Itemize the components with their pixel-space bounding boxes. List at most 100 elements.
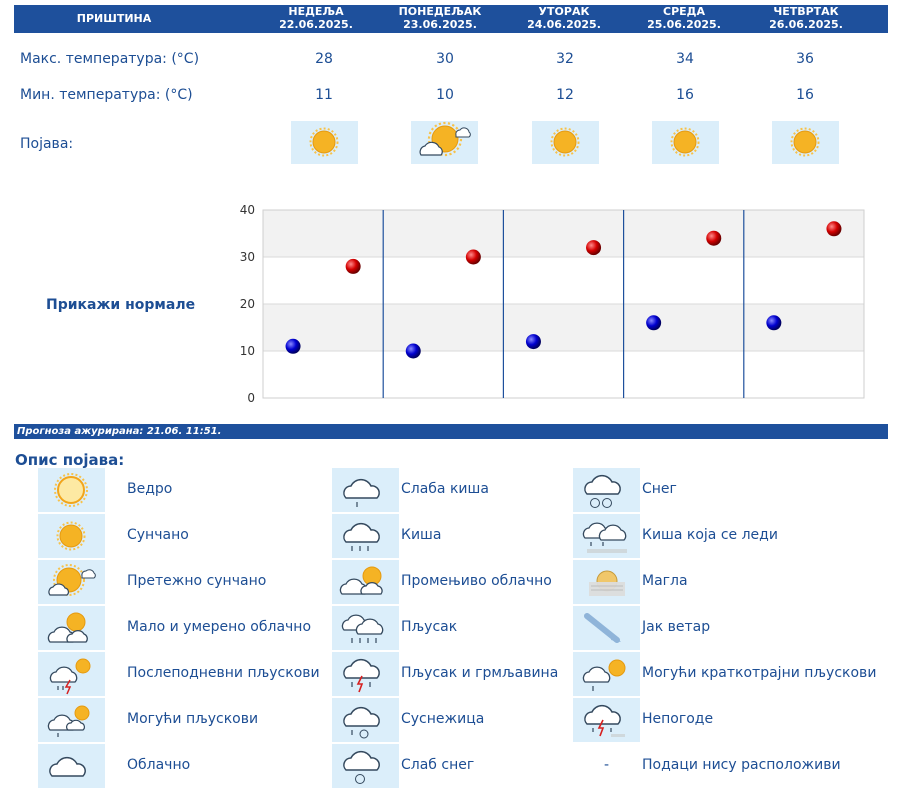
legend-label: Слаба киша — [401, 481, 489, 497]
sleet-icon — [332, 698, 399, 742]
phenomenon-label: Појава: — [20, 136, 74, 152]
max-temp-point — [465, 249, 481, 265]
mostly-sunny-icon — [38, 560, 105, 604]
sun-icon — [772, 121, 839, 164]
day-date: 24.06.2025. — [527, 18, 601, 31]
max-temp-point — [706, 230, 722, 246]
chart-band — [263, 351, 864, 398]
day-name: ПОНЕДЕЉАК — [398, 5, 482, 18]
y-tick-label: 40 — [240, 203, 255, 217]
day-header-5: ЧЕТВРТАК 26.06.2025. — [752, 5, 860, 31]
legend-title: Опис појава: — [15, 451, 125, 469]
temperature-chart: 0 10 20 30 40 — [240, 203, 865, 405]
partly-cloudy-icon — [38, 606, 105, 650]
min-temp-value: 16 — [796, 87, 814, 103]
day-name: СРЕДА — [663, 5, 705, 18]
y-tick-label: 30 — [240, 250, 255, 264]
legend-label: Магла — [642, 573, 688, 589]
legend-label: Снег — [642, 481, 677, 497]
legend-label: Подаци нису расположиви — [642, 757, 841, 773]
max-temp-value: 28 — [315, 51, 333, 67]
min-temp-point — [766, 315, 782, 331]
sunny-icon — [38, 514, 105, 558]
max-temp-value: 34 — [676, 51, 694, 67]
day-date: 23.06.2025. — [403, 18, 477, 31]
legend-label: Киша која се леди — [642, 527, 778, 543]
day-header-2: ПОНЕДЕЉАК 23.06.2025. — [386, 5, 494, 31]
legend-label: Пљусак — [401, 619, 458, 635]
min-temp-point — [646, 315, 662, 331]
light-rain-icon — [332, 468, 399, 512]
legend-label: Јак ветар — [642, 619, 711, 635]
partly-sunny-icon — [411, 121, 478, 164]
snow-icon — [573, 468, 640, 512]
max-temp-value: 32 — [556, 51, 574, 67]
chart-band — [263, 304, 864, 351]
day-date: 25.06.2025. — [647, 18, 721, 31]
fog-icon — [573, 560, 640, 604]
min-temp-value: 10 — [436, 87, 454, 103]
forecast-updated: Прогноза ажурирана: 21.06. 11:51. — [14, 424, 888, 439]
y-tick-label: 20 — [240, 297, 255, 311]
day-header-4: СРЕДА 25.06.2025. — [630, 5, 738, 31]
legend-label: Киша — [401, 527, 442, 543]
legend-label: Облачно — [127, 757, 191, 773]
y-tick-label: 0 — [247, 391, 255, 405]
legend-label: Претежно сунчано — [127, 573, 267, 589]
min-temp-point — [525, 334, 541, 350]
freezing-rain-icon — [573, 514, 640, 558]
variable-cloudy-icon — [332, 560, 399, 604]
sun-icon — [291, 121, 358, 164]
min-temp-point — [285, 338, 301, 354]
legend-label: Ведро — [127, 481, 173, 497]
day-header-1: НЕДЕЉА 22.06.2025. — [262, 5, 370, 31]
legend-label: Суснежица — [401, 711, 485, 727]
possible-short-showers-icon — [573, 652, 640, 696]
max-temp-point — [826, 221, 842, 237]
min-temp-label: Мин. температура: (°C) — [20, 87, 193, 103]
y-tick-label: 10 — [240, 344, 255, 358]
legend-label: Слаб снег — [401, 757, 475, 773]
max-temp-value: 30 — [436, 51, 454, 67]
plot-frame — [262, 209, 865, 399]
shower-icon — [332, 606, 399, 650]
rain-icon — [332, 514, 399, 558]
thunderstorm-shower-icon — [332, 652, 399, 696]
legend-label: Могући краткотрајни пљускови — [642, 665, 877, 681]
legend-label: Послеподневни пљускови — [127, 665, 320, 681]
cloudy-icon — [38, 744, 105, 788]
no-data-dash: - — [603, 757, 610, 773]
day-date: 26.06.2025. — [769, 18, 843, 31]
possible-showers-icon — [38, 698, 105, 742]
legend-label: Сунчано — [127, 527, 189, 543]
day-date: 22.06.2025. — [279, 18, 353, 31]
chart-band — [263, 210, 864, 257]
forecast-header: ПРИШТИНА НЕДЕЉА 22.06.2025. ПОНЕДЕЉАК 23… — [14, 5, 888, 33]
city-name: ПРИШТИНА — [76, 12, 152, 25]
min-temp-value: 12 — [556, 87, 574, 103]
light-snow-icon — [332, 744, 399, 788]
storm-icon — [573, 698, 640, 742]
min-temp-value: 16 — [676, 87, 694, 103]
max-temp-point — [345, 258, 361, 274]
max-temp-label: Макс. температура: (°C) — [20, 51, 200, 67]
legend-label: Могући пљускови — [127, 711, 259, 727]
day-name: УТОРАК — [538, 5, 590, 18]
max-temp-value: 36 — [796, 51, 814, 67]
max-temp-point — [586, 240, 602, 256]
day-name: НЕДЕЉА — [288, 5, 344, 18]
legend-label: Пљусак и грмљавина — [401, 665, 559, 681]
min-temp-value: 11 — [315, 87, 333, 103]
sun-icon — [652, 121, 719, 164]
show-normals-link[interactable]: Прикажи нормале — [46, 297, 196, 313]
sun-icon — [532, 121, 599, 164]
strong-wind-icon — [573, 606, 640, 650]
min-temp-point — [405, 343, 421, 359]
legend-label: Промењиво облачно — [401, 573, 552, 589]
no-data-symbol: - — [573, 744, 640, 788]
legend-label: Мало и умерено облачно — [127, 619, 312, 635]
clear-icon — [38, 468, 105, 512]
afternoon-showers-icon — [38, 652, 105, 696]
day-header-3: УТОРАК 24.06.2025. — [510, 5, 618, 31]
day-name: ЧЕТВРТАК — [773, 5, 839, 18]
